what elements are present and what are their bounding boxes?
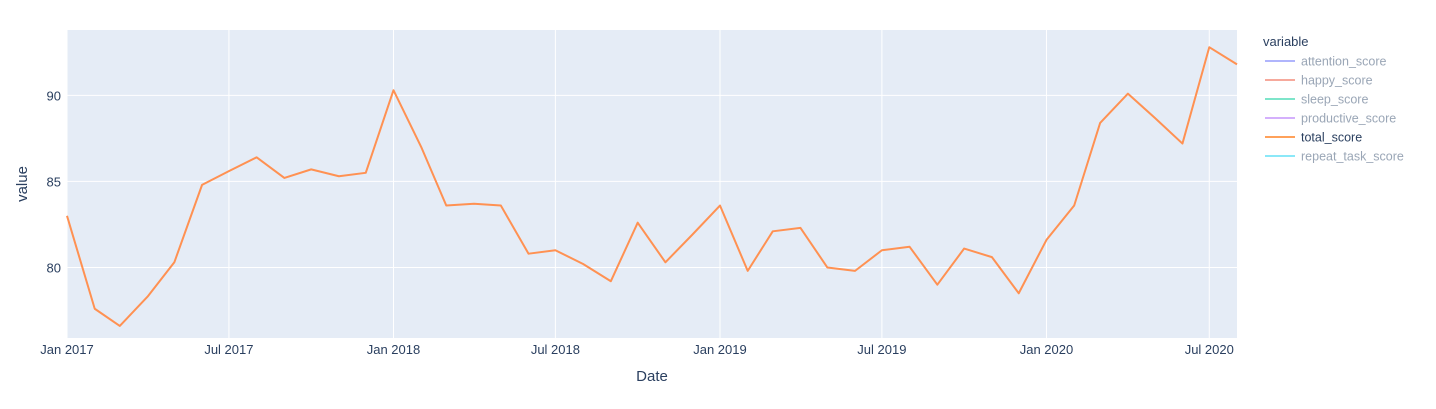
gridlines <box>66 30 1237 338</box>
data-point <box>1235 62 1239 66</box>
data-point <box>718 204 722 208</box>
x-tick-label: Jul 2019 <box>857 342 906 357</box>
data-point <box>444 204 448 208</box>
data-point <box>419 145 423 149</box>
legend-item-happy-score[interactable]: happy_score <box>1265 74 1373 88</box>
legend-label: happy_score <box>1301 74 1373 88</box>
data-point <box>255 155 259 159</box>
data-point <box>1180 142 1184 146</box>
legend: variable attention_score happy_scoresleep… <box>1263 34 1404 164</box>
data-point <box>663 260 667 264</box>
data-point <box>1126 92 1130 96</box>
legend-item-total-score[interactable]: total_score <box>1265 131 1362 145</box>
data-point <box>146 295 150 299</box>
y-axis-title: value <box>14 166 31 202</box>
data-point <box>1153 116 1157 120</box>
data-point <box>1017 291 1021 295</box>
data-point <box>581 262 585 266</box>
legend-item-repeat-task-score[interactable]: repeat_task_score <box>1265 150 1404 164</box>
data-point <box>200 183 204 187</box>
data-point <box>499 204 503 208</box>
data-point <box>825 265 829 269</box>
x-tick-label: Jul 2018 <box>531 342 580 357</box>
data-point <box>853 269 857 273</box>
data-point <box>798 226 802 230</box>
data-point <box>337 174 341 178</box>
data-point <box>746 269 750 273</box>
legend-title: variable <box>1263 34 1309 49</box>
legend-label: productive_score <box>1301 112 1396 126</box>
x-tick-label: Jan 2017 <box>40 342 94 357</box>
x-tick-label: Jul 2020 <box>1185 342 1234 357</box>
x-tick-label: Jan 2019 <box>693 342 747 357</box>
data-point <box>908 245 912 249</box>
legend-label: total_score <box>1301 131 1362 145</box>
x-axis-title: Date <box>636 368 668 385</box>
data-point <box>990 255 994 259</box>
data-point <box>364 171 368 175</box>
data-point <box>1044 238 1048 242</box>
data-point <box>65 214 69 218</box>
legend-item-sleep-score[interactable]: sleep_score <box>1265 93 1368 107</box>
data-point <box>391 88 395 92</box>
y-tick-label: 80 <box>47 260 61 275</box>
legend-label: repeat_task_score <box>1301 150 1404 164</box>
data-point <box>1207 45 1211 49</box>
x-axis-ticks: Jan 2017 Jul 2017 Jan 2018 Jul 2018 Jan 2019… <box>40 342 1234 357</box>
data-point <box>771 229 775 233</box>
x-tick-label: Jan 2018 <box>367 342 421 357</box>
x-tick-label: Jan 2020 <box>1020 342 1074 357</box>
data-point <box>282 176 286 180</box>
series-line-total_score <box>66 46 1238 327</box>
legend-item-attention-score[interactable]: attention_score <box>1265 55 1387 69</box>
legend-item-productive-score[interactable]: productive_score <box>1265 112 1396 126</box>
data-point <box>636 221 640 225</box>
data-point <box>93 307 97 311</box>
series-layer <box>65 45 1239 328</box>
legend-label: attention_score <box>1301 55 1387 69</box>
y-axis-ticks: 80 85 90 <box>47 88 61 275</box>
data-point <box>690 233 694 237</box>
data-point <box>935 283 939 287</box>
data-point <box>962 247 966 251</box>
data-point <box>609 279 613 283</box>
x-tick-label: Jul 2017 <box>204 342 253 357</box>
data-point <box>309 167 313 171</box>
legend-label: sleep_score <box>1301 93 1368 107</box>
y-tick-label: 90 <box>47 88 61 103</box>
y-tick-label: 85 <box>47 174 61 189</box>
data-point <box>880 248 884 252</box>
data-point <box>172 260 176 264</box>
data-point <box>527 252 531 256</box>
data-point <box>1098 121 1102 125</box>
data-point <box>553 248 557 252</box>
data-point <box>472 202 476 206</box>
data-point <box>227 169 231 173</box>
plot-area <box>67 30 1237 338</box>
data-point <box>1072 204 1076 208</box>
data-point <box>118 324 122 328</box>
